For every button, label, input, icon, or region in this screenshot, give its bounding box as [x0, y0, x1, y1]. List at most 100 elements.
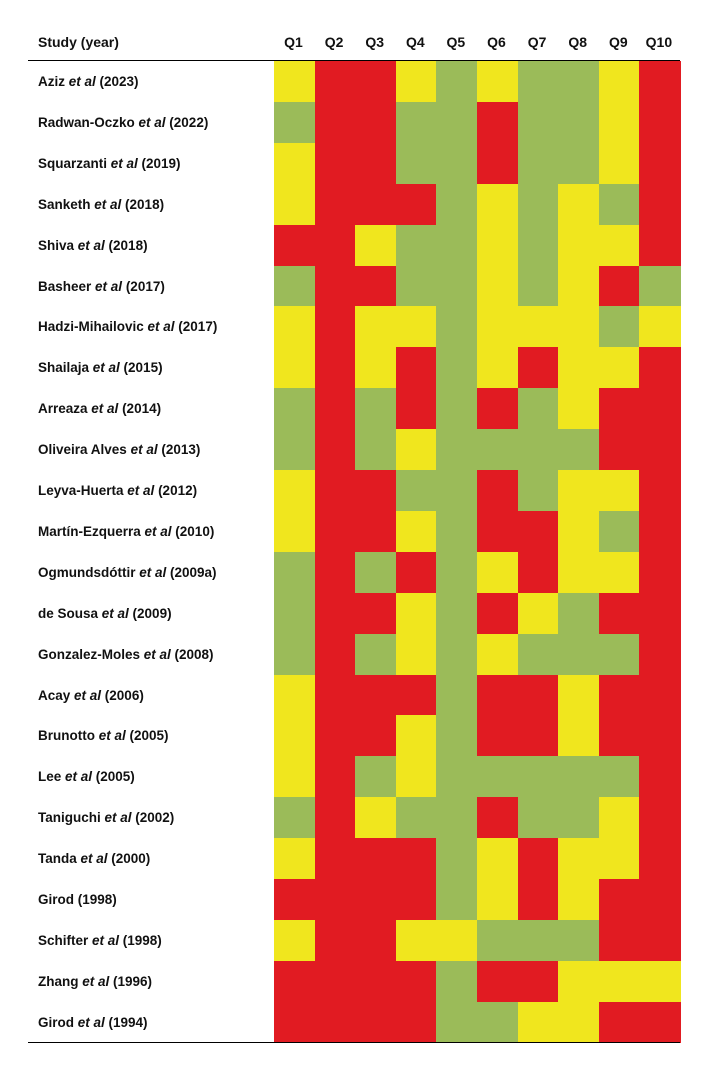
- row-label-year: (2015): [119, 360, 163, 376]
- heatmap-cell: [598, 183, 640, 226]
- heatmap-cell: [517, 429, 559, 471]
- row-label-et-al: et al: [143, 646, 171, 662]
- heatmap-cell: [355, 633, 397, 676]
- row-label-author: Girod: [38, 1014, 78, 1030]
- heatmap-cell: [314, 674, 356, 716]
- heatmap-cell: [355, 919, 397, 962]
- heatmap-cell: [274, 347, 316, 389]
- heatmap-cell: [395, 224, 437, 267]
- row-label: Taniguchi et al (2002): [38, 797, 274, 838]
- row-label: Hadzi-Mihailovic et al (2017): [38, 306, 274, 347]
- row-label-author: Schifter: [38, 932, 93, 948]
- heatmap-cell: [598, 510, 640, 553]
- heatmap-cell: [477, 879, 519, 921]
- heatmap-cell: [395, 715, 437, 757]
- heatmap-cell: [274, 429, 316, 471]
- heatmap-cell: [355, 142, 397, 185]
- row-label-year: (2013): [157, 442, 201, 458]
- heatmap-cell: [477, 142, 519, 185]
- row-label-et-al: et al: [127, 483, 155, 498]
- row-label-et-al: et al: [147, 319, 175, 335]
- heatmap-cell: [517, 919, 559, 962]
- heatmap-cell: [436, 429, 478, 471]
- heatmap-cell: [395, 592, 437, 635]
- heatmap-cell: [395, 838, 437, 880]
- row-label-et-al: et al: [98, 728, 126, 744]
- heatmap-cell: [598, 715, 640, 757]
- heatmap-cell: [274, 510, 316, 553]
- heatmap-cell: [477, 592, 519, 635]
- heatmap-cell: [355, 429, 397, 471]
- row-label-author: Lee: [38, 769, 66, 785]
- heatmap-cell: [477, 715, 519, 757]
- heatmap-cell: [558, 838, 600, 880]
- heatmap-cell: [517, 101, 559, 144]
- heatmap-cell: [639, 470, 681, 512]
- column-header-q1: Q1: [284, 34, 303, 50]
- row-label-author: Taniguchi: [38, 810, 105, 826]
- heatmap-cell: [517, 715, 559, 757]
- heatmap-cell: [517, 265, 559, 307]
- heatmap-cell: [436, 960, 478, 1003]
- heatmap-cell: [274, 142, 316, 185]
- heatmap-cell: [477, 674, 519, 716]
- heatmap-cell: [517, 633, 559, 676]
- row-label-et-al: et al: [92, 360, 120, 376]
- heatmap-cell: [598, 838, 640, 880]
- heatmap-cell: [395, 388, 437, 430]
- heatmap-cell: [395, 306, 437, 348]
- row-label-et-al: et al: [139, 564, 167, 580]
- heatmap-cell: [558, 551, 600, 594]
- column-header-q7: Q7: [527, 34, 547, 50]
- heatmap-cell: [436, 388, 478, 430]
- heatmap-cell: [395, 347, 437, 389]
- heatmap-cell: [558, 756, 600, 798]
- heatmap-cell: [355, 551, 397, 594]
- heatmap-cell: [598, 388, 640, 430]
- heatmap-cell: [517, 756, 559, 798]
- row-label-author: Gonzalez-Moles: [38, 646, 144, 662]
- heatmap-cell: [436, 838, 478, 880]
- row-label-et-al: et al: [110, 155, 138, 171]
- heatmap-cell: [639, 510, 681, 553]
- heatmap-cell: [558, 306, 600, 348]
- heatmap-cell: [395, 1001, 437, 1044]
- row-label: Sanketh et al (2018): [38, 184, 274, 225]
- heatmap-cell: [395, 470, 437, 512]
- heatmap-cell: [477, 347, 519, 389]
- row-label-et-al: et al: [130, 442, 158, 458]
- heatmap-cell: [395, 183, 437, 226]
- heatmap-cell: [639, 388, 681, 430]
- row-label-year: (2002): [131, 810, 175, 826]
- row-label-author: Basheer: [38, 278, 96, 294]
- heatmap-cell: [436, 347, 478, 389]
- heatmap-cell: [436, 306, 478, 348]
- heatmap-cell: [517, 592, 559, 635]
- row-label: Arreaza et al (2014): [38, 388, 274, 429]
- heatmap-cell: [639, 674, 681, 716]
- row-label-year: (2017): [174, 319, 218, 335]
- heatmap-cell: [436, 715, 478, 757]
- row-label-et-al: et al: [92, 932, 120, 948]
- column-header-q5: Q5: [446, 34, 466, 50]
- heatmap-cell: [558, 183, 600, 226]
- heatmap-cell: [477, 756, 519, 798]
- heatmap-cell: [558, 919, 600, 962]
- heatmap-cell: [274, 756, 316, 798]
- heatmap-cell: [274, 715, 316, 757]
- heatmap-cell: [395, 756, 437, 798]
- row-label-author: Squarzanti: [38, 155, 111, 171]
- heatmap-cell: [314, 919, 356, 962]
- heatmap-cell: [274, 879, 316, 921]
- heatmap-cell: [436, 61, 478, 103]
- heatmap-cell: [558, 879, 600, 921]
- heatmap-cell: [436, 551, 478, 594]
- row-label: Martín-Ezquerra et al (2010): [38, 511, 274, 552]
- heatmap-cell: [639, 592, 681, 635]
- row-label: Acay et al (2006): [38, 675, 274, 716]
- heatmap-cell: [436, 142, 478, 185]
- heatmap-cell: [274, 224, 316, 267]
- row-label-author: Radwan-Oczko: [38, 114, 139, 130]
- heatmap-cell: [436, 633, 478, 676]
